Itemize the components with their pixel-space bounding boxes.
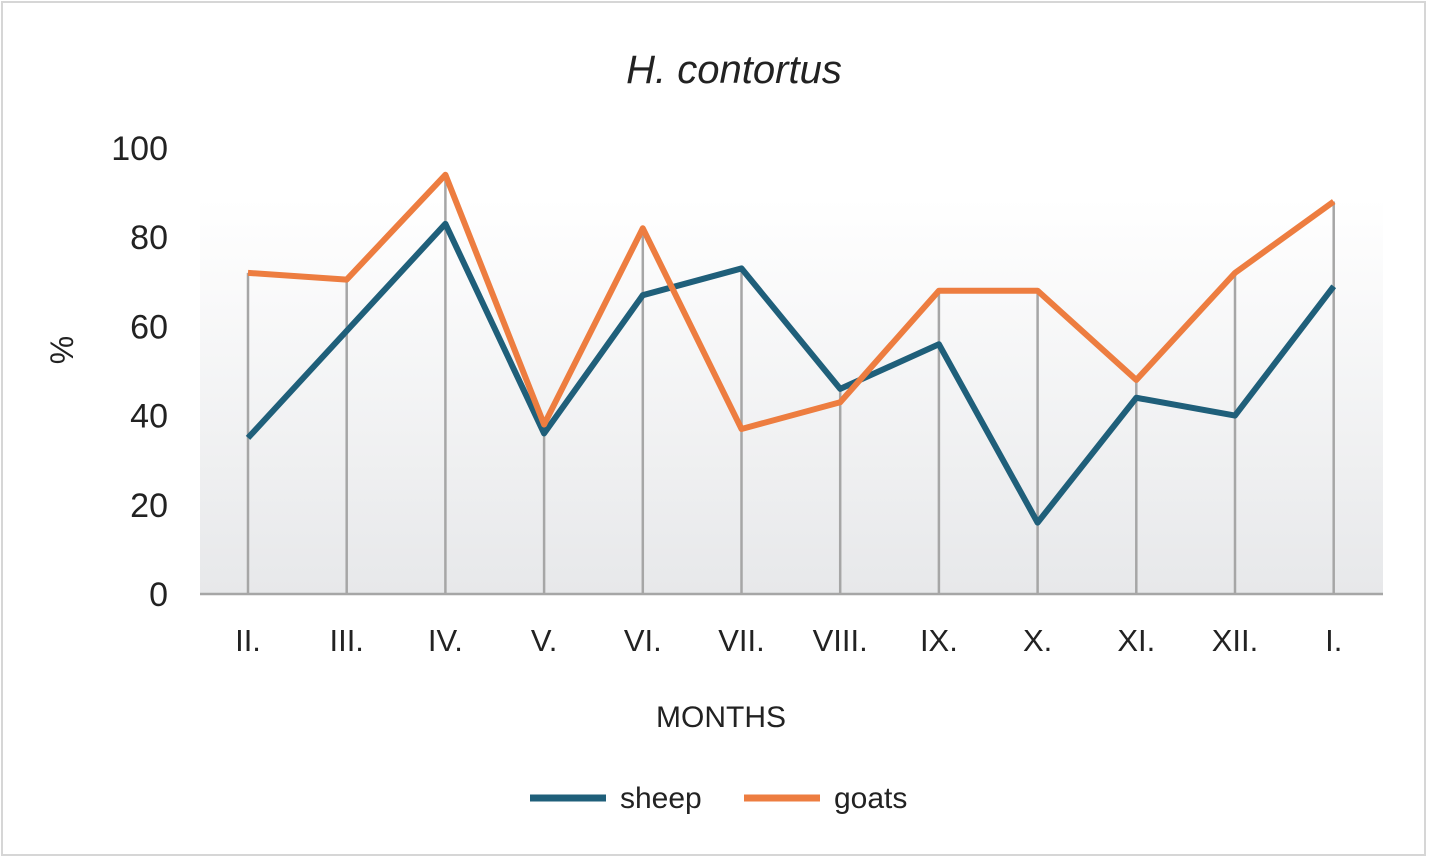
y-tick-label: 0 bbox=[149, 576, 168, 614]
x-tick-label: VI. bbox=[624, 623, 662, 658]
x-tick-label: IV. bbox=[428, 623, 463, 658]
legend-label-sheep: sheep bbox=[620, 782, 702, 815]
x-tick-label: V. bbox=[531, 623, 557, 658]
x-tick-label: I. bbox=[1325, 623, 1342, 658]
x-tick-label: X. bbox=[1023, 623, 1052, 658]
x-tick-label: VII. bbox=[718, 623, 765, 658]
y-tick-label: 80 bbox=[130, 219, 168, 257]
chart-title: H. contortus bbox=[626, 48, 842, 92]
x-tick-label: XI. bbox=[1117, 623, 1155, 658]
y-tick-label: 100 bbox=[111, 130, 168, 168]
x-tick-label: II. bbox=[235, 623, 261, 658]
legend-label-goats: goats bbox=[834, 782, 907, 815]
x-tick-label: IX. bbox=[920, 623, 958, 658]
y-tick-label: 60 bbox=[130, 308, 168, 346]
series-line-goats bbox=[247, 171, 1336, 432]
legend: sheep goats bbox=[530, 782, 907, 815]
y-axis-label: % bbox=[44, 336, 80, 364]
y-tick-label: 40 bbox=[130, 398, 168, 436]
series-line-sheep bbox=[245, 220, 1337, 526]
x-tick-label: VIII. bbox=[813, 623, 868, 658]
x-tick-label: III. bbox=[329, 623, 363, 658]
plot-area-background bbox=[200, 198, 1383, 594]
x-axis-label: MONTHS bbox=[656, 701, 786, 734]
x-tick-label: XII. bbox=[1212, 623, 1259, 658]
y-tick-label: 20 bbox=[130, 487, 168, 525]
